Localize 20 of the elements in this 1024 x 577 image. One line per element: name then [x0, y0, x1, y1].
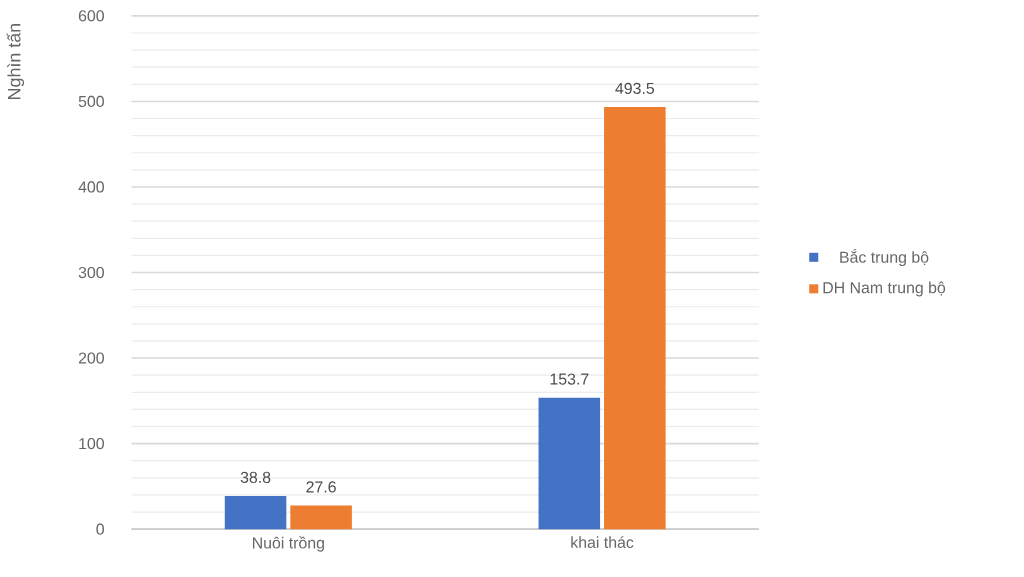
y-axis-title: Nghìn tấn [6, 24, 25, 100]
legend-label: DH Nam trung bộ [823, 281, 946, 297]
y-tick-label: 0 [96, 523, 104, 535]
bar [538, 397, 601, 530]
y-tick-label: 500 [78, 95, 104, 108]
x-tick-label: Nuôi trồng [253, 536, 324, 552]
data-label: 493.5 [615, 82, 655, 95]
bar [604, 107, 666, 530]
bar [224, 496, 287, 530]
data-label: 27.6 [306, 481, 336, 493]
y-tick-label: 400 [78, 181, 104, 193]
bar [290, 505, 352, 530]
y-tick-label: 300 [78, 266, 104, 279]
data-label: 153.7 [550, 373, 589, 385]
x-tick-label: khai thác [571, 536, 634, 549]
y-tick-label: 600 [78, 10, 104, 22]
y-tick-label: 200 [78, 352, 104, 364]
y-tick-label: 100 [79, 438, 104, 450]
legend-label: Bắc trung bộ [840, 249, 929, 267]
data-label: 38.8 [240, 471, 271, 484]
